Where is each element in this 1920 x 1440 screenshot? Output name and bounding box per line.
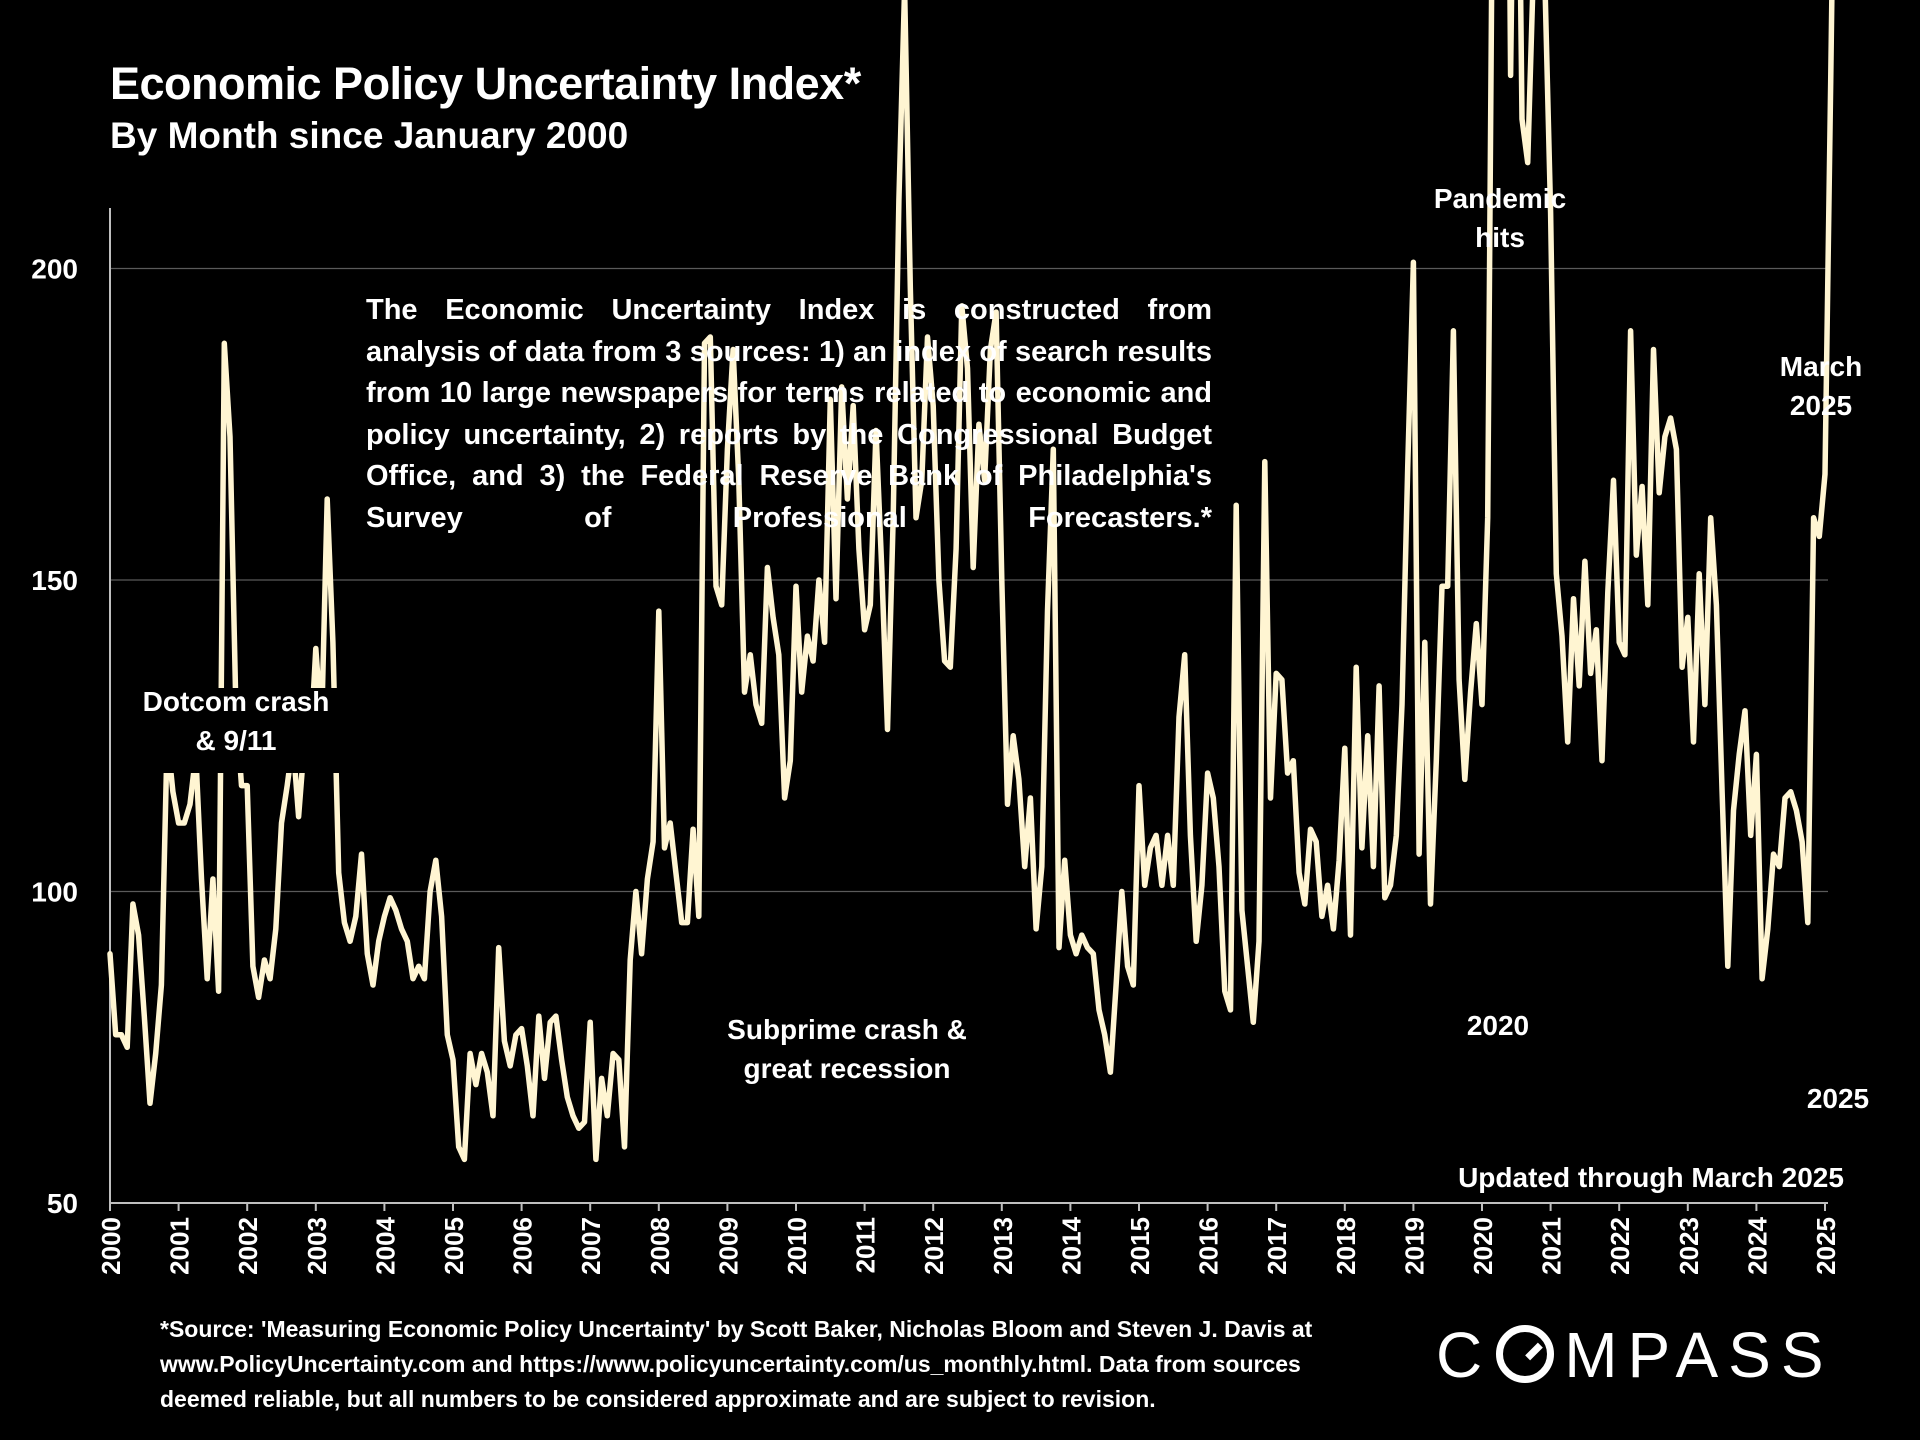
logo-text-start: C — [1436, 1319, 1493, 1391]
x-tick-label-2022: 2022 — [1605, 1217, 1635, 1275]
chart-subtitle: By Month since January 2000 — [110, 115, 629, 156]
y-tick-label-50: 50 — [47, 1188, 78, 1219]
y-tick-label-100: 100 — [31, 877, 78, 908]
x-tick-label-2020: 2020 — [1468, 1217, 1498, 1275]
x-tick-label-2009: 2009 — [713, 1217, 743, 1275]
annotation-0-line-1: & 9/11 — [196, 725, 277, 756]
annotation-2-line-1: hits — [1475, 222, 1525, 253]
x-tick-label-2008: 2008 — [645, 1217, 675, 1275]
annotation-bg-5 — [1798, 1080, 1878, 1120]
x-tick-label-2017: 2017 — [1262, 1217, 1292, 1275]
annotation-4-line-0: March — [1780, 351, 1862, 382]
annotation-0-line-0: Dotcom crash — [143, 686, 330, 717]
x-tick-label-2005: 2005 — [439, 1217, 469, 1275]
x-tick-label-2012: 2012 — [919, 1217, 949, 1275]
source-footnote: *Source: 'Measuring Economic Policy Unce… — [160, 1316, 1313, 1412]
annotation-2-line-0: Pandemic — [1434, 183, 1566, 214]
x-tick-label-2016: 2016 — [1194, 1217, 1224, 1275]
x-tick-label-2024: 2024 — [1742, 1216, 1772, 1274]
x-tick-label-2025: 2025 — [1811, 1217, 1841, 1275]
x-tick-label-2014: 2014 — [1056, 1216, 1086, 1274]
logo-compass-o-icon — [1496, 1325, 1555, 1383]
x-tick-label-2001: 2001 — [165, 1217, 195, 1275]
logo-text-end: MPASS — [1564, 1319, 1834, 1391]
x-tick-label-2004: 2004 — [370, 1216, 400, 1274]
annotation-4-line-1: 2025 — [1790, 390, 1852, 421]
x-tick-label-2021: 2021 — [1537, 1217, 1567, 1275]
annotation-bg-6 — [1410, 1158, 1820, 1198]
annotation-1-line-1: great recession — [744, 1053, 951, 1084]
x-tick-label-2002: 2002 — [233, 1217, 263, 1275]
x-tick-label-2018: 2018 — [1331, 1217, 1361, 1275]
annotation-5-line-0: 2025 — [1807, 1083, 1869, 1114]
x-tick-label-2015: 2015 — [1125, 1217, 1155, 1275]
x-tick-label-2003: 2003 — [302, 1217, 332, 1275]
annotation-1-line-0: Subprime crash & — [727, 1014, 967, 1045]
annotation-bg-3 — [1455, 1005, 1545, 1050]
annotation-3-line-0: 2020 — [1467, 1010, 1529, 1041]
y-tick-label-200: 200 — [31, 254, 78, 285]
annotation-bg-0 — [128, 688, 348, 773]
chart-title: Economic Policy Uncertainty Index* — [110, 58, 861, 109]
x-tick-label-2019: 2019 — [1399, 1217, 1429, 1275]
series-line-epu-index — [107, 0, 1835, 1163]
x-tick-label-2006: 2006 — [508, 1217, 538, 1275]
explanatory-note: The Economic Uncertainty Index is constr… — [366, 294, 1212, 534]
x-tick-label-2011: 2011 — [851, 1217, 881, 1273]
x-tick-label-2013: 2013 — [988, 1217, 1018, 1275]
annotation-bg-1 — [720, 1010, 980, 1100]
annotation-6-line-0: Updated through March 2025 — [1458, 1162, 1844, 1193]
x-tick-label-2000: 2000 — [96, 1217, 126, 1275]
x-tick-label-2023: 2023 — [1674, 1217, 1704, 1275]
compass-logo: C MPASS — [1436, 1318, 1834, 1392]
y-tick-label-150: 150 — [31, 565, 78, 596]
x-tick-label-2007: 2007 — [576, 1217, 606, 1275]
x-tick-label-2010: 2010 — [782, 1217, 812, 1275]
